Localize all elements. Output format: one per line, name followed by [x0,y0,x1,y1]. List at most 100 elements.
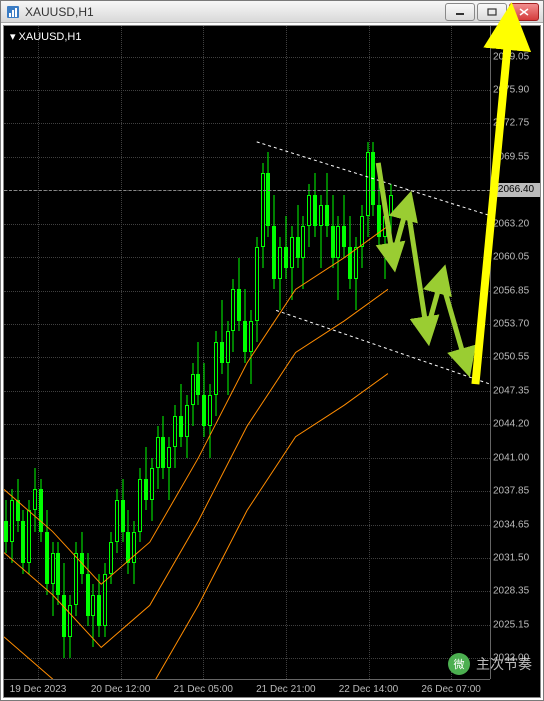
y-tick-label: 2034.65 [493,519,538,530]
y-tick-label: 2041.00 [493,452,538,463]
candle [27,26,31,679]
y-tick-label: 2044.20 [493,419,538,430]
y-tick-label: 2053.70 [493,319,538,330]
candle [307,26,311,679]
candle [377,26,381,679]
candle [290,26,294,679]
candle [348,26,352,679]
candle [156,26,160,679]
candle [51,26,55,679]
candle [167,26,171,679]
candle [278,26,282,679]
candle [296,26,300,679]
y-tick-label: 2037.85 [493,485,538,496]
candle [243,26,247,679]
x-tick-label: 21 Dec 21:00 [256,684,316,695]
candle [272,26,276,679]
candle [336,26,340,679]
y-tick-label: 2047.35 [493,385,538,396]
wechat-icon: 微 [448,653,470,675]
candle [39,26,43,679]
candle [132,26,136,679]
candle [115,26,119,679]
candle [383,26,387,679]
candle [301,26,305,679]
candle [231,26,235,679]
grid-line-v [451,26,452,679]
candle [173,26,177,679]
close-button[interactable] [509,3,539,21]
x-tick-label: 21 Dec 05:00 [174,684,234,695]
chart-area[interactable]: ▾XAUUSD,H1 2022.002025.152028.352031.502… [3,25,541,698]
candle [56,26,60,679]
candle [121,26,125,679]
candle [266,26,270,679]
candle [371,26,375,679]
candle [45,26,49,679]
candle [191,26,195,679]
candle [150,26,154,679]
candle [226,26,230,679]
current-price-line [4,190,490,191]
candle [109,26,113,679]
candle [319,26,323,679]
candle [249,26,253,679]
candle [86,26,90,679]
candle [389,26,393,679]
candle [103,26,107,679]
candle [62,26,66,679]
window-buttons [445,3,539,21]
y-tick-label: 2050.55 [493,352,538,363]
x-tick-label: 19 Dec 2023 [10,684,67,695]
candle [74,26,78,679]
candle [261,26,265,679]
y-tick-label: 2079.05 [493,52,538,63]
candle [220,26,224,679]
watermark: 微 主次节奏 [448,653,532,675]
titlebar[interactable]: XAUUSD,H1 [1,1,543,23]
candle [366,26,370,679]
candle [16,26,20,679]
candle [126,26,130,679]
candle [354,26,358,679]
y-tick-label: 2060.05 [493,252,538,263]
candle [21,26,25,679]
maximize-button[interactable] [477,3,507,21]
candle [360,26,364,679]
y-axis: 2022.002025.152028.352031.502034.652037.… [490,26,540,679]
x-axis: 19 Dec 202320 Dec 12:0021 Dec 05:0021 De… [4,679,490,697]
plot-region[interactable] [4,26,490,679]
chart-symbol-label: ▾XAUUSD,H1 [10,30,82,43]
y-tick-label: 2069.55 [493,152,538,163]
candle [255,26,259,679]
window-title: XAUUSD,H1 [25,5,445,19]
x-tick-label: 22 Dec 14:00 [339,684,399,695]
y-tick-label: 2031.50 [493,552,538,563]
candle [342,26,346,679]
candle [68,26,72,679]
candle [196,26,200,679]
app-icon [5,4,21,20]
candle [4,26,8,679]
candle [208,26,212,679]
x-tick-label: 26 Dec 07:00 [421,684,481,695]
candle [91,26,95,679]
candle [138,26,142,679]
candle [214,26,218,679]
current-price-marker: 2066.40 [492,183,540,197]
y-tick-label: 2028.35 [493,586,538,597]
candle [144,26,148,679]
y-tick-label: 2072.75 [493,118,538,129]
minimize-button[interactable] [445,3,475,21]
candle [331,26,335,679]
candle [185,26,189,679]
candle [161,26,165,679]
y-tick-label: 2056.85 [493,285,538,296]
watermark-text: 主次节奏 [476,654,532,674]
candle [313,26,317,679]
candle [202,26,206,679]
candle [284,26,288,679]
candle [80,26,84,679]
chart-window: XAUUSD,H1 ▾XAUUSD,H1 2022.002025.152028.… [0,0,544,701]
candle [33,26,37,679]
